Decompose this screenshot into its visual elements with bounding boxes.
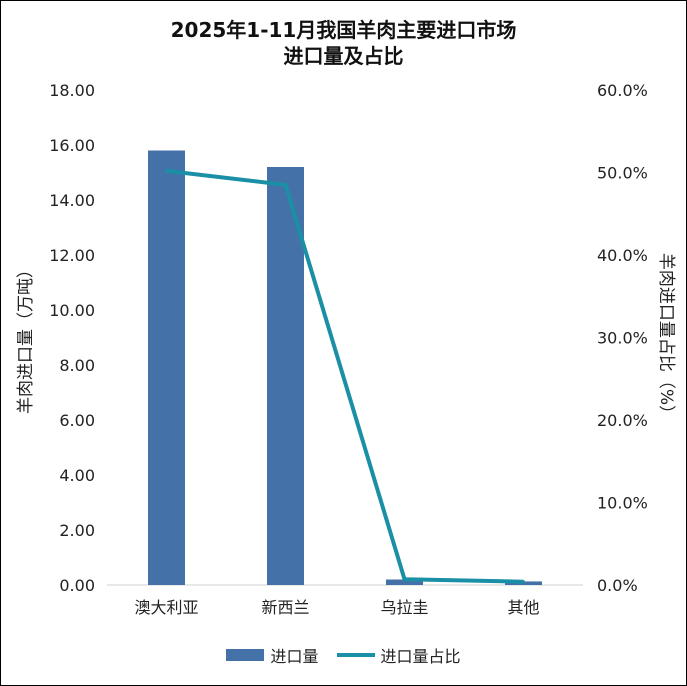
y2-tick-label: 0.0% bbox=[597, 576, 638, 595]
bar bbox=[267, 167, 304, 585]
y2-tick-label: 60.0% bbox=[597, 81, 648, 100]
y2-tick-label: 10.0% bbox=[597, 494, 648, 513]
bar bbox=[505, 581, 542, 585]
share-point bbox=[522, 580, 525, 584]
y-tick-label: 16.00 bbox=[49, 136, 95, 155]
y2-tick-label: 40.0% bbox=[597, 246, 648, 265]
bar bbox=[148, 150, 185, 585]
y2-tick-label: 30.0% bbox=[597, 329, 648, 348]
y-tick-label: 18.00 bbox=[49, 81, 95, 100]
chart-title-line2: 进口量及占比 bbox=[283, 44, 404, 68]
share-line bbox=[166, 168, 524, 584]
y-axis-title: 羊肉进口量（万吨） bbox=[16, 261, 36, 414]
y2-axis-title: 羊肉进口量占比（%） bbox=[656, 253, 676, 422]
legend-item-bar: 进口量 bbox=[226, 643, 319, 667]
share-point bbox=[403, 577, 406, 581]
y2-tick-label: 50.0% bbox=[597, 164, 648, 183]
y2-tick-label: 20.0% bbox=[597, 411, 648, 430]
y-tick-label: 0.00 bbox=[59, 576, 95, 595]
chart-title-line1: 2025年1-11月我国羊肉主要进口市场 bbox=[170, 18, 517, 42]
share-point bbox=[284, 183, 287, 187]
legend-swatch-bar bbox=[226, 649, 265, 661]
legend-label-line: 进口量占比 bbox=[380, 647, 461, 666]
x-tick-label: 新西兰 bbox=[261, 598, 309, 617]
legend-label-bar: 进口量 bbox=[270, 647, 319, 666]
y-tick-label: 12.00 bbox=[49, 246, 95, 265]
y-tick-label: 14.00 bbox=[49, 191, 95, 210]
y-tick-label: 4.00 bbox=[59, 466, 95, 485]
bar bbox=[386, 579, 423, 585]
y-tick-label: 6.00 bbox=[59, 411, 95, 430]
legend-item-line: 进口量占比 bbox=[336, 643, 461, 667]
share-point bbox=[165, 169, 168, 173]
x-tick-label: 乌拉圭 bbox=[380, 598, 428, 617]
legend: 进口量 进口量占比 bbox=[1, 643, 686, 667]
x-tick-label: 澳大利亚 bbox=[134, 598, 198, 617]
y-tick-label: 10.00 bbox=[49, 301, 95, 320]
x-tick-label: 其他 bbox=[507, 598, 539, 617]
chart-title: 2025年1-11月我国羊肉主要进口市场 进口量及占比 bbox=[1, 17, 686, 69]
y-tick-label: 2.00 bbox=[59, 521, 95, 540]
y-tick-label: 8.00 bbox=[59, 356, 95, 375]
legend-swatch-line bbox=[336, 653, 375, 657]
